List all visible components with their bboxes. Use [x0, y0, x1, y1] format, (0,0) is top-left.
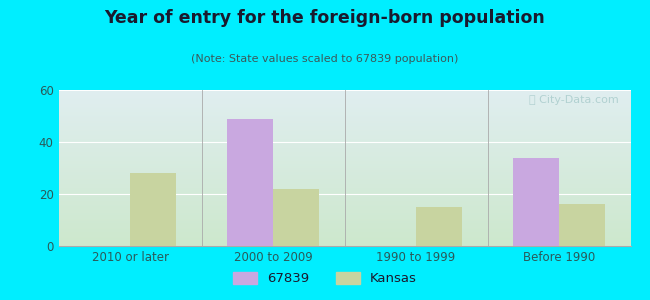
Bar [416, 207, 462, 246]
Text: Year of entry for the foreign-born population: Year of entry for the foreign-born popul… [105, 9, 545, 27]
Bar [227, 118, 273, 246]
Legend: 67839, Kansas: 67839, Kansas [227, 266, 422, 290]
Bar [514, 158, 559, 246]
Text: ⓘ City-Data.com: ⓘ City-Data.com [529, 95, 619, 105]
Bar [273, 189, 318, 246]
Bar [130, 173, 176, 246]
Bar [559, 204, 604, 246]
Text: (Note: State values scaled to 67839 population): (Note: State values scaled to 67839 popu… [191, 54, 459, 64]
